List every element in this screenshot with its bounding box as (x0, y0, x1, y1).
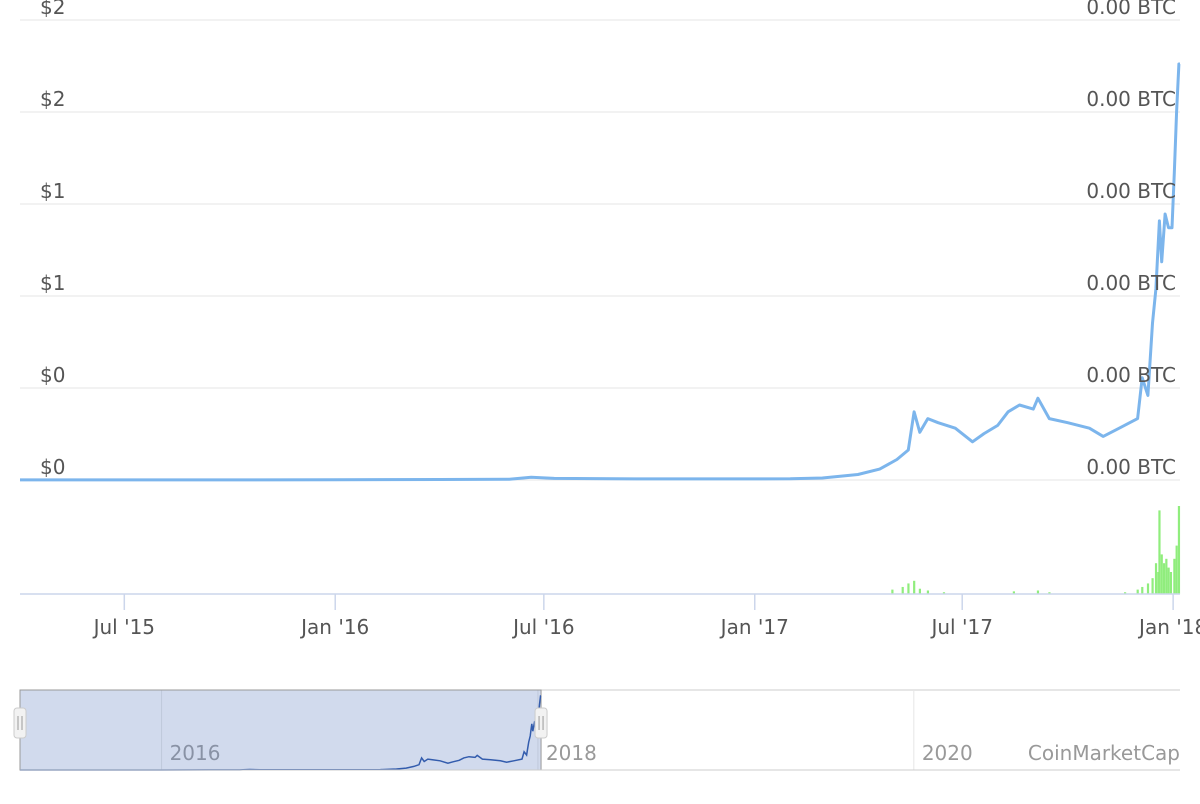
volume-bar (1158, 510, 1161, 594)
volume-bar (913, 580, 916, 594)
x-tick-label: Jul '16 (511, 615, 574, 639)
volume-bar (1162, 563, 1166, 594)
btc-axis: 0.00 BTC 0.00 BTC 0.00 BTC 0.00 BTC 0.00 BTC… (1086, 0, 1176, 479)
volume-bars (891, 506, 1181, 594)
price-series (20, 62, 1181, 482)
navigator-right-handle[interactable] (534, 707, 548, 739)
btc-tick-label: 0.00 BTC (1086, 179, 1176, 203)
handle-body[interactable] (13, 707, 27, 739)
price-axis: $0 $0 $1 $1 $2 $2 (40, 0, 65, 479)
volume-bar (1177, 506, 1181, 594)
price-tick-label: $2 (40, 87, 65, 111)
time-axis: Jul '15 Jan '16 Jul '16 Jan '17 Jul '17 Jan '… (20, 593, 1200, 639)
volume-bar (1160, 554, 1163, 594)
x-tick-label: Jan '16 (299, 615, 369, 639)
gridlines (20, 19, 1180, 481)
price-tick-label: $1 (40, 271, 65, 295)
price-line (20, 62, 1181, 482)
btc-tick-label: 0.00 BTC (1086, 455, 1176, 479)
btc-tick-label: 0.00 BTC (1086, 87, 1176, 111)
volume-bar (907, 583, 910, 594)
navigator[interactable]: 2016 2018 2020 (13, 689, 1180, 771)
volume-bar (942, 592, 946, 594)
volume-bar (1173, 558, 1176, 594)
volume-bar (1157, 572, 1160, 594)
volume-bar (1048, 592, 1051, 594)
volume-bar (1136, 589, 1139, 594)
volume-bar (926, 590, 930, 594)
x-tick-label: Jan '18 (1137, 615, 1200, 639)
price-tick-label: $2 (40, 0, 65, 19)
volume-bar (1154, 563, 1158, 594)
volume-bar (1169, 572, 1173, 594)
volume-bar (1165, 558, 1168, 594)
x-tick-label: Jan '17 (719, 615, 789, 639)
btc-tick-label: 0.00 BTC (1086, 363, 1176, 387)
volume-bar (1167, 567, 1170, 594)
price-tick-label: $1 (40, 179, 65, 203)
volume-bar (918, 588, 922, 594)
volume-bar (1151, 578, 1154, 594)
volume-bar (901, 586, 904, 594)
navigator-tick-label: 2020 (922, 741, 973, 765)
navigator-selection[interactable] (19, 689, 542, 771)
handle-body[interactable] (534, 707, 548, 739)
x-tick-label: Jul '17 (929, 615, 992, 639)
navigator-tick-label: 2016 (170, 741, 221, 765)
price-tick-label: $0 (40, 455, 65, 479)
volume-bar (1012, 591, 1015, 594)
volume-bar (1175, 545, 1178, 594)
volume-bar (1036, 590, 1040, 594)
navigator-tick-label: 2018 (546, 741, 597, 765)
price-tick-label: $0 (40, 363, 65, 387)
credit-label[interactable]: CoinMarketCap (1028, 741, 1180, 765)
navigator-left-handle[interactable] (13, 707, 27, 739)
btc-tick-label: 0.00 BTC (1086, 0, 1176, 19)
btc-tick-label: 0.00 BTC (1086, 271, 1176, 295)
x-tick-label: Jul '15 (92, 615, 155, 639)
volume-bar (891, 589, 894, 594)
volume-bar (1146, 583, 1150, 594)
volume-bar (1141, 586, 1144, 594)
volume-bar (1123, 592, 1127, 594)
